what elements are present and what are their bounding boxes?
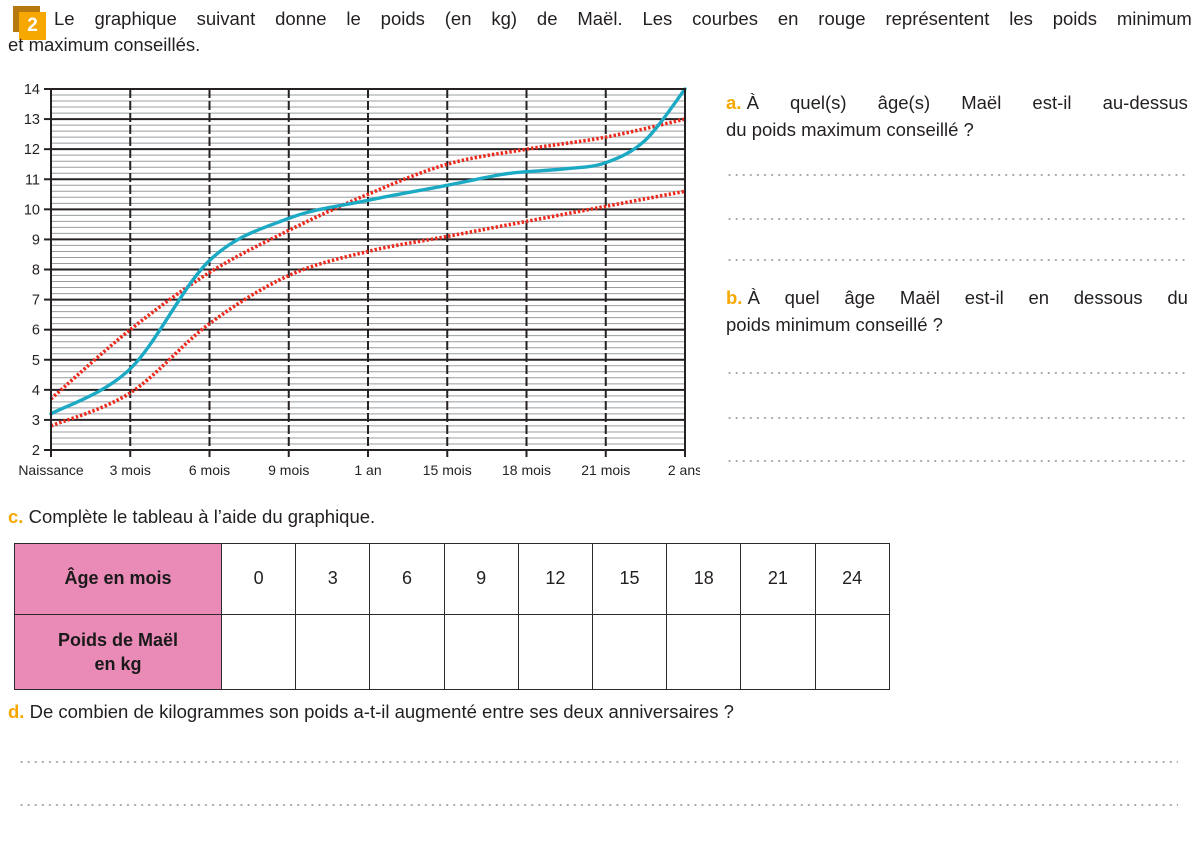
svg-text:2 ans: 2 ans <box>668 462 700 475</box>
svg-text:12: 12 <box>24 142 40 158</box>
svg-text:2: 2 <box>32 443 40 459</box>
svg-text:14: 14 <box>24 82 40 98</box>
svg-text:9: 9 <box>32 232 40 248</box>
svg-text:6 mois: 6 mois <box>189 462 230 475</box>
svg-text:13: 13 <box>24 112 40 128</box>
svg-text:4: 4 <box>32 383 40 399</box>
svg-text:15 mois: 15 mois <box>423 462 472 475</box>
svg-text:5: 5 <box>32 353 40 369</box>
svg-text:3 mois: 3 mois <box>110 462 151 475</box>
svg-text:6: 6 <box>32 323 40 339</box>
svg-text:9 mois: 9 mois <box>268 462 309 475</box>
svg-text:11: 11 <box>25 172 40 188</box>
svg-text:18 mois: 18 mois <box>502 462 551 475</box>
svg-text:21 mois: 21 mois <box>581 462 630 475</box>
svg-text:Naissance: Naissance <box>18 462 84 475</box>
svg-text:7: 7 <box>32 293 40 309</box>
svg-text:3: 3 <box>32 413 40 429</box>
svg-text:8: 8 <box>32 263 40 279</box>
svg-text:10: 10 <box>24 202 40 218</box>
svg-text:1 an: 1 an <box>354 462 381 475</box>
